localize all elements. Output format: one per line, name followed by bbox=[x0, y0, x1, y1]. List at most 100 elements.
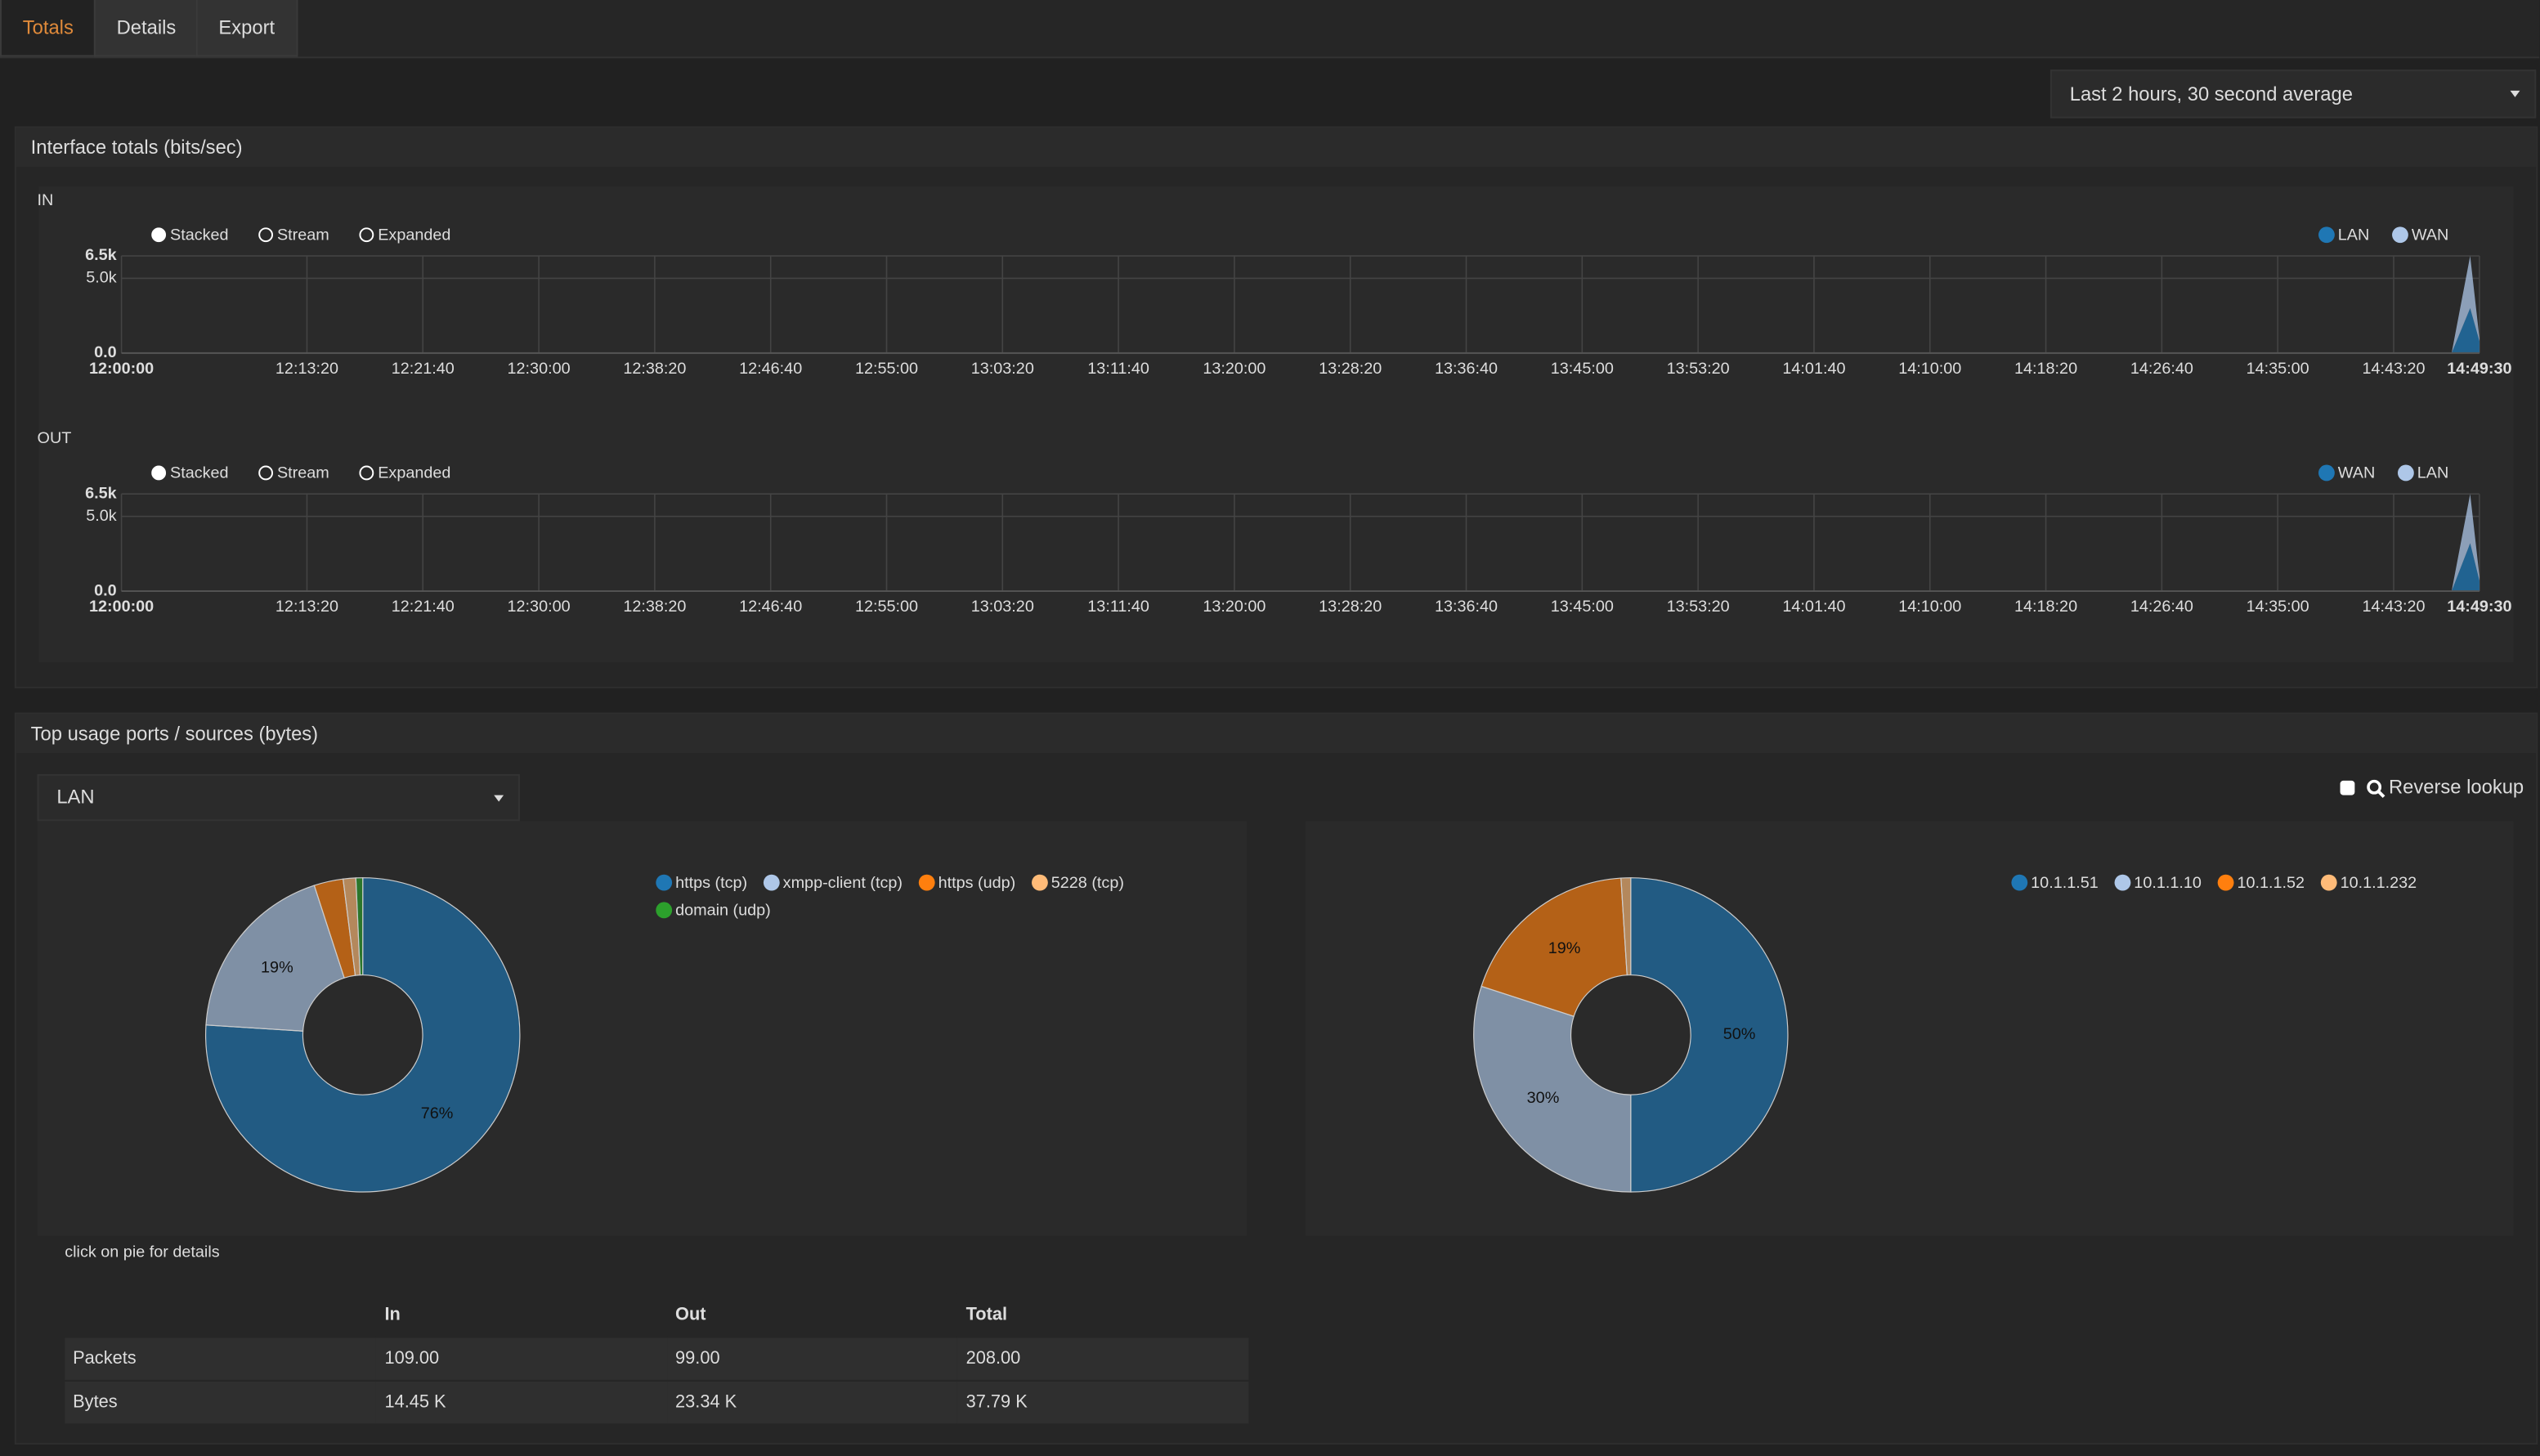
mode-label: Stacked bbox=[170, 226, 229, 244]
pie-slice[interactable] bbox=[204, 877, 521, 1193]
x-tick-label: 12:38:20 bbox=[623, 360, 686, 378]
range-select[interactable]: Last 2 hours, 30 second average bbox=[2049, 69, 2537, 119]
checkbox[interactable] bbox=[2340, 781, 2355, 796]
legend-swatch bbox=[2318, 464, 2335, 482]
interface-select-text: LAN bbox=[56, 785, 95, 809]
x-tick-label: 12:13:20 bbox=[276, 360, 338, 378]
y-tick-label: 0.0 bbox=[94, 343, 117, 361]
tab[interactable]: Totals bbox=[0, 0, 96, 57]
radio[interactable] bbox=[258, 227, 274, 243]
radio[interactable] bbox=[151, 465, 167, 481]
area bbox=[121, 494, 2480, 592]
x-tick-label: 14:49:30 bbox=[2447, 360, 2511, 378]
table-cell: 109.00 bbox=[384, 1349, 440, 1369]
legend-swatch bbox=[2320, 874, 2337, 891]
y-tick-label: 6.5k bbox=[85, 484, 118, 502]
legend-label: LAN bbox=[2338, 226, 2370, 244]
x-tick-label: 12:21:40 bbox=[392, 360, 455, 378]
table-cell: 14.45 K bbox=[384, 1392, 446, 1413]
legend-label: WAN bbox=[2412, 226, 2448, 244]
x-tick-label: 12:46:40 bbox=[739, 360, 802, 378]
reverse-lookup-label: Reverse lookup bbox=[2388, 775, 2524, 799]
x-tick-label: 14:26:40 bbox=[2130, 598, 2193, 616]
x-tick-label: 12:00:00 bbox=[89, 360, 154, 378]
tab[interactable]: Details bbox=[93, 0, 199, 57]
radio[interactable] bbox=[258, 465, 274, 481]
totals-table: In Out Total Packets 109.00 99.00 208.00 Bytes 1… bbox=[65, 1293, 1249, 1424]
hint: click on pie for details bbox=[65, 1243, 220, 1262]
chart-in: IN Stacked Stream Expanded 0.0 5.0k 6.5k 12:00:… bbox=[38, 191, 2512, 378]
area bbox=[121, 255, 2480, 353]
mode-label: Stream bbox=[277, 226, 329, 244]
table-cell: 99.00 bbox=[675, 1349, 720, 1369]
legend-swatch bbox=[656, 874, 673, 891]
x-tick-label: 13:53:20 bbox=[1667, 360, 1730, 378]
x-tick-label: 12:55:00 bbox=[855, 598, 918, 616]
radio[interactable] bbox=[359, 465, 374, 481]
x-tick-label: 14:26:40 bbox=[2130, 360, 2193, 378]
legend-swatch bbox=[2397, 464, 2414, 482]
mode-label: Expanded bbox=[378, 464, 450, 482]
tab[interactable]: Export bbox=[195, 0, 298, 57]
legend-label: 10.1.1.51 bbox=[2031, 874, 2099, 892]
x-tick-label: 14:01:40 bbox=[1782, 598, 1845, 616]
x-tick-label: 13:03:20 bbox=[971, 598, 1034, 616]
y-tick-label: 6.5k bbox=[85, 246, 118, 264]
pie-slice[interactable] bbox=[205, 885, 345, 1032]
pie-slice[interactable] bbox=[1620, 877, 1632, 976]
pie-slice[interactable] bbox=[355, 877, 364, 976]
legend-label: WAN bbox=[2338, 464, 2375, 482]
legend-swatch bbox=[656, 902, 673, 919]
table-row: Packets 109.00 99.00 208.00 bbox=[65, 1337, 1249, 1381]
pie-ports[interactable]: 76% 19% https (tcp) xmpp-client (tcp) https … bbox=[38, 821, 1248, 1235]
x-tick-label: 13:45:00 bbox=[1551, 360, 1614, 378]
legend-swatch bbox=[2217, 874, 2234, 891]
x-tick-label: 12:00:00 bbox=[89, 598, 154, 616]
x-tick-label: 12:30:00 bbox=[508, 360, 571, 378]
x-tick-label: 14:35:00 bbox=[2247, 360, 2309, 378]
slice-label: 30% bbox=[1527, 1089, 1560, 1107]
caret bbox=[2510, 90, 2520, 97]
area bbox=[121, 307, 2480, 353]
pie-slice[interactable] bbox=[1473, 985, 1632, 1193]
search-icon bbox=[2367, 779, 2385, 798]
x-tick-label: 14:18:20 bbox=[2014, 360, 2077, 378]
interface-select[interactable]: LAN bbox=[37, 773, 520, 822]
radio[interactable] bbox=[151, 227, 167, 243]
x-tick-label: 13:11:40 bbox=[1087, 360, 1149, 378]
x-tick-label: 13:20:00 bbox=[1203, 360, 1266, 378]
legend-label: LAN bbox=[2417, 464, 2449, 482]
radio[interactable] bbox=[359, 227, 374, 243]
x-tick-label: 13:45:00 bbox=[1551, 598, 1614, 616]
table-cell: Packets bbox=[73, 1349, 137, 1369]
mode-label: Stacked bbox=[170, 464, 229, 482]
x-tick-label: 14:01:40 bbox=[1782, 360, 1845, 378]
pie-slice[interactable] bbox=[1481, 877, 1628, 1017]
x-tick-label: 13:53:20 bbox=[1667, 598, 1730, 616]
range-select-text: Last 2 hours, 30 second average bbox=[2069, 83, 2353, 105]
legend-swatch bbox=[1032, 874, 1048, 891]
x-tick-label: 14:10:00 bbox=[1898, 360, 1961, 378]
table-cell: 37.79 K bbox=[965, 1392, 1028, 1413]
x-tick-label: 13:36:40 bbox=[1435, 360, 1498, 378]
legend-label: xmpp-client (tcp) bbox=[783, 874, 903, 892]
pie-sources[interactable]: 50% 30% 19% 10.1.1.51 10.1.1.10 10.1.1.52 10.1… bbox=[1306, 821, 2514, 1235]
table-cell: 208.00 bbox=[965, 1349, 1021, 1369]
slice-label: 19% bbox=[261, 959, 293, 977]
reverse-lookup[interactable]: Reverse lookup bbox=[2340, 775, 2524, 799]
x-tick-label: 14:18:20 bbox=[2014, 598, 2077, 616]
x-tick-label: 13:28:20 bbox=[1319, 360, 1382, 378]
x-tick-label: 14:43:20 bbox=[2362, 360, 2425, 378]
legend-label: domain (udp) bbox=[675, 902, 771, 920]
pie-slice[interactable] bbox=[1630, 877, 1789, 1193]
table-header: In Out Total bbox=[65, 1293, 1249, 1337]
chart-label: IN bbox=[38, 191, 54, 209]
legend-label: https (tcp) bbox=[675, 874, 747, 892]
mode-label: Expanded bbox=[378, 226, 450, 244]
header-cell: Total bbox=[965, 1305, 1008, 1325]
slice-label: 19% bbox=[1548, 939, 1581, 957]
legend-swatch bbox=[2318, 226, 2335, 244]
legend-label: 10.1.1.232 bbox=[2341, 874, 2417, 892]
panel-title: Interface totals (bits/sec) bbox=[16, 128, 2537, 168]
